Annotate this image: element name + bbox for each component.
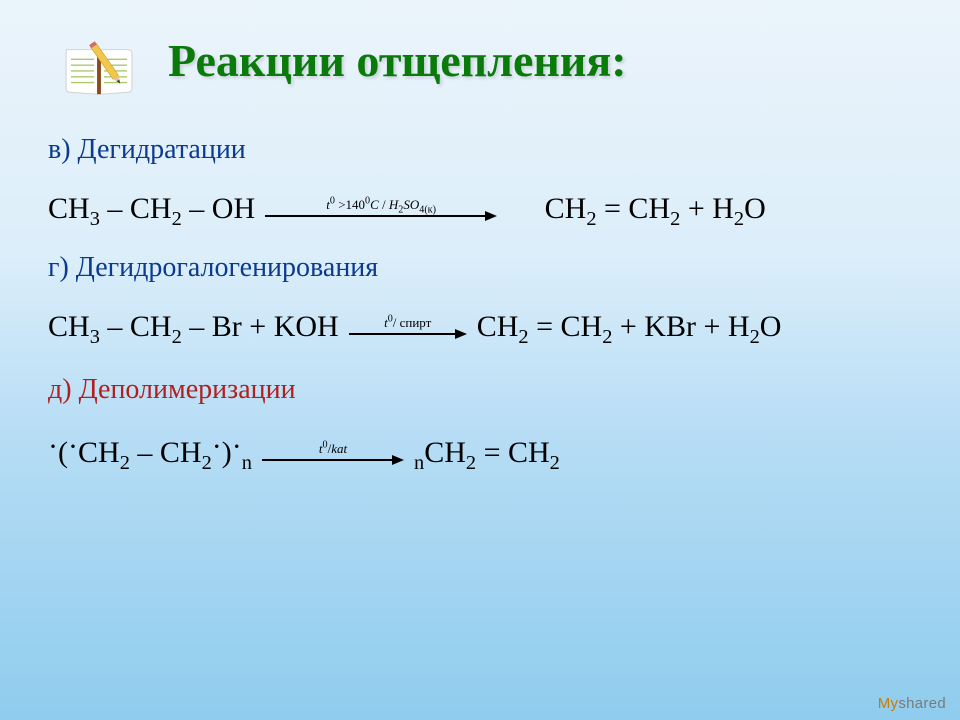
arrow-shaft [262, 459, 392, 460]
title-row: Реакции отщепления: [60, 30, 900, 100]
equation-3: ·(·CH2 – CH2·)·n t0/kat nCH2 = CH2 [48, 436, 900, 470]
slide: Реакции отщепления: в) Дегидратации CH3 … [0, 0, 960, 720]
eq3-rhs: nCH2 = CH2 [414, 436, 560, 470]
equation-1: CH3 – CH2 – OH t0 >1400C / H2SO4(к) CH2 … [48, 192, 900, 226]
eq1-rhs: CH2 = CH2 + H2O [507, 192, 766, 226]
watermark-left: My [878, 695, 899, 712]
watermark: Myshared [878, 695, 946, 712]
arrow-head-icon [392, 455, 404, 465]
section-label-v: в) Дегидратации [48, 134, 900, 166]
eq1-lhs: CH3 – CH2 – OH [48, 192, 255, 226]
notebook-pencil-icon [60, 40, 138, 100]
reaction-arrow-icon: t0 >1400C / H2SO4(к) [265, 197, 497, 221]
arrow-shaft [349, 333, 455, 334]
equation-2: CH3 – CH2 – Br + KOH t0/ спирт CH2 = CH2… [48, 310, 900, 344]
arrow-shaft [265, 215, 485, 216]
section-label-g: г) Дегидрогалогенирования [48, 252, 900, 284]
watermark-right: shared [898, 695, 946, 712]
reaction-arrow-icon: t0/kat [262, 441, 404, 465]
eq3-lhs: ·(·CH2 – CH2·)·n [48, 436, 252, 470]
reaction-arrow-icon: t0/ спирт [349, 315, 467, 339]
section-label-d: д) Деполимеризации [48, 374, 900, 406]
page-title: Реакции отщепления: [168, 34, 627, 87]
eq2-lhs: CH3 – CH2 – Br + KOH [48, 310, 339, 344]
arrow-head-icon [485, 211, 497, 221]
arrow-head-icon [455, 329, 467, 339]
eq2-rhs: CH2 = CH2 + KBr + H2O [477, 310, 782, 344]
